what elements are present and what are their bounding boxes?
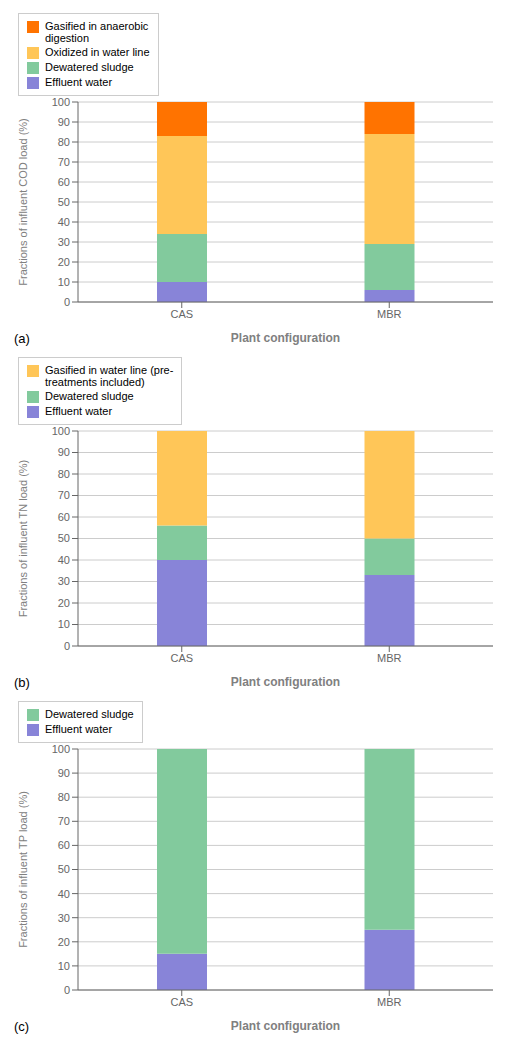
svg-text:Plant configuration: Plant configuration xyxy=(231,675,340,689)
svg-text:30: 30 xyxy=(58,912,70,924)
html-text:Effluent water: Effluent water xyxy=(45,723,113,735)
svg-text:60: 60 xyxy=(58,511,70,523)
html-text:(a): (a) xyxy=(14,331,30,346)
svg-text:40: 40 xyxy=(58,216,70,228)
svg-text:10: 10 xyxy=(58,960,70,972)
svg-text:Fractions of influent COD load: Fractions of influent COD load (%) xyxy=(17,118,29,286)
svg-text:100: 100 xyxy=(52,743,70,755)
svg-text:70: 70 xyxy=(58,489,70,501)
svg-text:20: 20 xyxy=(58,936,70,948)
svg-text:100: 100 xyxy=(52,425,70,437)
svg-text:MBR: MBR xyxy=(377,652,402,664)
svg-text:CAS: CAS xyxy=(170,652,193,664)
html-text:Oxidized in water line: Oxidized in water line xyxy=(45,46,150,58)
svg-text:60: 60 xyxy=(58,176,70,188)
svg-text:0: 0 xyxy=(64,296,70,308)
html-text:Gasified in anaerobic: Gasified in anaerobic xyxy=(45,20,149,32)
svg-text:50: 50 xyxy=(58,863,70,875)
svg-text:60: 60 xyxy=(58,839,70,851)
svg-text:40: 40 xyxy=(58,888,70,900)
svg-text:30: 30 xyxy=(58,236,70,248)
svg-text:CAS: CAS xyxy=(170,308,193,320)
svg-text:Plant configuration: Plant configuration xyxy=(231,331,340,345)
svg-text:90: 90 xyxy=(58,116,70,128)
svg-text:100: 100 xyxy=(52,96,70,108)
svg-text:50: 50 xyxy=(58,532,70,544)
html-text:Gasified in water line (pre-: Gasified in water line (pre- xyxy=(45,364,174,376)
svg-text:20: 20 xyxy=(58,597,70,609)
svg-text:50: 50 xyxy=(58,196,70,208)
svg-text:70: 70 xyxy=(58,815,70,827)
svg-text:Fractions of influent TN load: Fractions of influent TN load (%) xyxy=(17,460,29,618)
svg-text:0: 0 xyxy=(64,984,70,996)
html-text:Dewatered sludge: Dewatered sludge xyxy=(45,390,134,402)
svg-text:MBR: MBR xyxy=(377,308,402,320)
svg-text:70: 70 xyxy=(58,156,70,168)
svg-text:CAS: CAS xyxy=(170,996,193,1008)
html-text:treatments included): treatments included) xyxy=(45,376,145,388)
svg-text:0: 0 xyxy=(64,640,70,652)
html-text:Dewatered sludge: Dewatered sludge xyxy=(45,61,134,73)
svg-text:10: 10 xyxy=(58,276,70,288)
svg-text:30: 30 xyxy=(58,575,70,587)
html-text:Effluent water: Effluent water xyxy=(45,76,113,88)
svg-text:Plant configuration: Plant configuration xyxy=(231,1019,340,1033)
svg-text:90: 90 xyxy=(58,767,70,779)
svg-text:10: 10 xyxy=(58,618,70,630)
svg-text:80: 80 xyxy=(58,136,70,148)
html-text:Effluent water: Effluent water xyxy=(45,405,113,417)
html-text:(b): (b) xyxy=(14,675,30,690)
svg-text:40: 40 xyxy=(58,554,70,566)
html-text:(c): (c) xyxy=(14,1019,30,1034)
svg-text:20: 20 xyxy=(58,256,70,268)
html-text:digestion: digestion xyxy=(45,32,89,44)
svg-text:90: 90 xyxy=(58,446,70,458)
svg-text:80: 80 xyxy=(58,791,70,803)
svg-text:MBR: MBR xyxy=(377,996,402,1008)
svg-text:80: 80 xyxy=(58,468,70,480)
svg-text:Fractions of influent TP load: Fractions of influent TP load (%) xyxy=(17,791,29,948)
html-text:Dewatered sludge: Dewatered sludge xyxy=(45,708,134,720)
